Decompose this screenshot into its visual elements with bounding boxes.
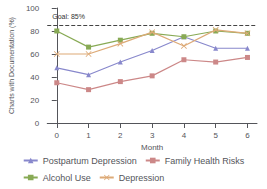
svg-text:2: 2	[118, 131, 123, 140]
svg-text:60: 60	[30, 50, 39, 59]
svg-text:Family Health Risks: Family Health Risks	[165, 156, 245, 166]
svg-text:6: 6	[245, 131, 250, 140]
svg-text:Charts with Documentation (%): Charts with Documentation (%)	[8, 17, 16, 114]
svg-text:1: 1	[86, 131, 91, 140]
svg-text:Goal: 85%: Goal: 85%	[52, 13, 85, 20]
svg-text:0: 0	[55, 131, 60, 140]
svg-text:Month: Month	[141, 143, 163, 152]
svg-text:Alcohol Use: Alcohol Use	[43, 173, 91, 183]
svg-text:40: 40	[30, 73, 39, 82]
svg-text:20: 20	[30, 96, 39, 105]
svg-text:4: 4	[182, 131, 187, 140]
svg-text:80: 80	[30, 27, 39, 36]
svg-text:100: 100	[26, 4, 40, 13]
svg-text:3: 3	[150, 131, 155, 140]
svg-text:0: 0	[35, 119, 40, 128]
svg-text:Postpartum Depression: Postpartum Depression	[43, 156, 137, 166]
svg-text:Depression: Depression	[119, 173, 165, 183]
svg-text:5: 5	[213, 131, 218, 140]
